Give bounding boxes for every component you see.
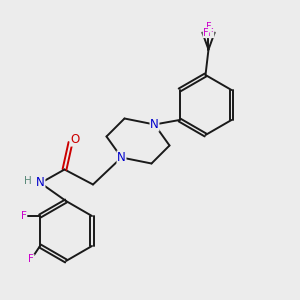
Text: O: O bbox=[70, 133, 80, 146]
Text: F: F bbox=[206, 22, 211, 32]
Text: N: N bbox=[117, 151, 126, 164]
Text: N: N bbox=[150, 118, 159, 131]
Text: F: F bbox=[203, 28, 209, 38]
Text: F: F bbox=[208, 28, 214, 38]
Text: F: F bbox=[28, 254, 34, 265]
Text: N: N bbox=[36, 176, 45, 190]
Text: H: H bbox=[24, 176, 32, 186]
Text: F: F bbox=[21, 211, 26, 221]
